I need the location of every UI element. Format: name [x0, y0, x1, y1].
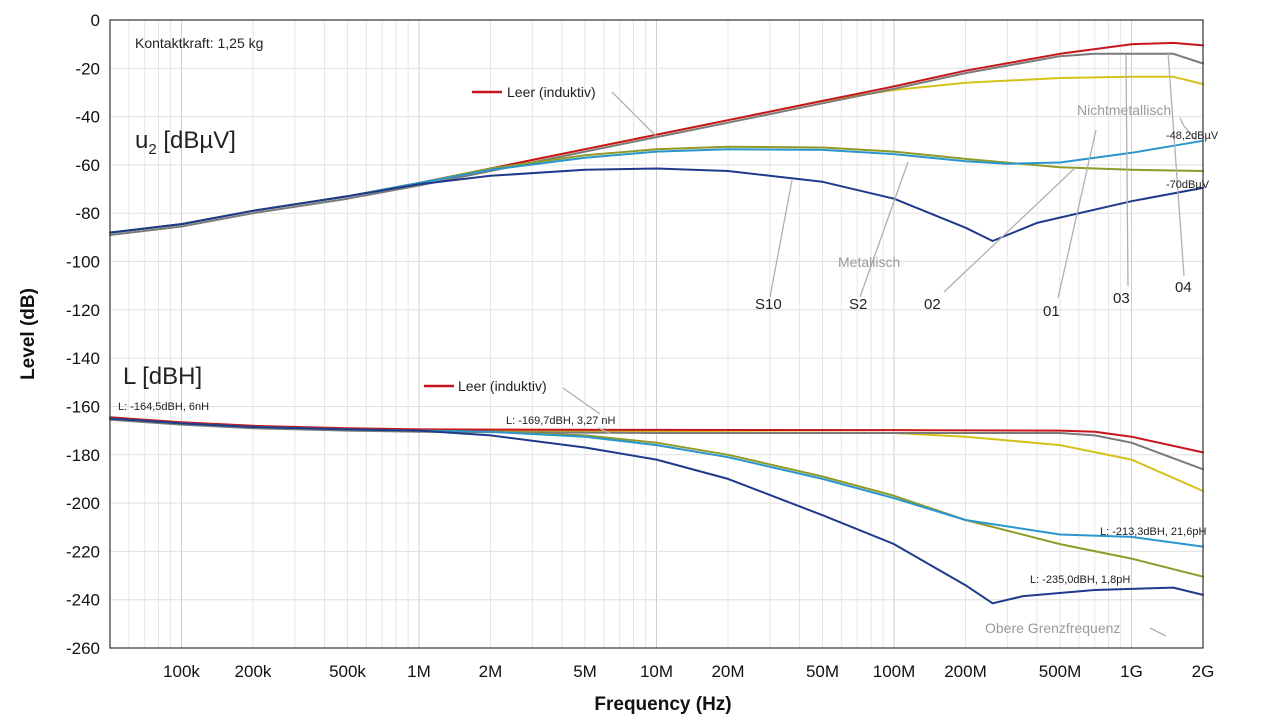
x-tick-label: 100k	[163, 662, 200, 681]
x-tick-label: 200k	[235, 662, 272, 681]
x-tick-label: 50M	[806, 662, 839, 681]
y-axis-title: Level (dB)	[18, 288, 39, 380]
label-02: 02	[924, 296, 941, 313]
u2-label: u2 [dBµV]	[135, 127, 236, 158]
s10-label: S10	[755, 296, 782, 313]
leader-03	[1125, 54, 1129, 287]
leader-obere	[1149, 627, 1167, 637]
series-group	[109, 41, 1204, 605]
x-tick-label: 10M	[640, 662, 673, 681]
y-tick-label: -180	[66, 446, 100, 465]
y-tick-label: -260	[66, 639, 100, 658]
leader-l-169	[597, 427, 611, 434]
y-tick-labels: 0 -20 -40 -60 -80 -100 -120 -140 -160 -180 -200 -22…	[66, 11, 100, 658]
leader-nichtmetallisch	[1179, 117, 1197, 141]
l-213-label: L: -213,3dBH, 21,6pH	[1100, 526, 1206, 538]
u2-unit: [dBµV]	[157, 127, 236, 154]
annotation-leaders	[562, 51, 1197, 637]
label-04: 04	[1175, 279, 1192, 296]
x-tick-label: 500k	[329, 662, 366, 681]
l-164-label: L: -164,5dBH, 6nH	[118, 401, 209, 413]
y-tick-label: -220	[66, 542, 100, 561]
s2-label: S2	[849, 296, 867, 313]
leer-l-label: Leer (induktiv)	[458, 378, 547, 394]
obere-grenzfrequenz-label: Obere Grenzfrequenz	[985, 620, 1120, 636]
leader-leer-u2	[611, 91, 657, 137]
y-tick-label: -20	[75, 59, 100, 78]
y-tick-label: -160	[66, 397, 100, 416]
y-tick-label: 0	[91, 11, 100, 30]
y-tick-label: -80	[75, 204, 100, 223]
l-235-label: L: -235,0dBH, 1,8pH	[1030, 574, 1130, 586]
leader-02	[943, 167, 1076, 293]
u2-subscript: 2	[148, 141, 156, 158]
y-tick-label: -240	[66, 591, 100, 610]
y-tick-label: -100	[66, 253, 100, 272]
value-70-label: -70dBµV	[1166, 179, 1210, 191]
x-axis-title: Frequency (Hz)	[594, 694, 731, 715]
x-tick-label: 2M	[479, 662, 503, 681]
l-169-label: L: -169,7dBH, 3,27 nH	[506, 415, 616, 427]
leader-leer-l	[562, 387, 601, 415]
kontaktkraft-label: Kontaktkraft: 1,25 kg	[135, 35, 263, 51]
series-line-u2-1	[109, 52, 1204, 236]
label-03: 03	[1113, 290, 1130, 307]
y-tick-label: -120	[66, 301, 100, 320]
plot-frame	[109, 19, 1204, 649]
label-01: 01	[1043, 303, 1060, 320]
x-tick-label: 2G	[1192, 662, 1215, 681]
value-48-label: -48,2dBµV	[1166, 130, 1219, 142]
leader-s2	[859, 161, 909, 298]
l-label: L [dBH]	[123, 363, 202, 390]
series-line-u2-5	[109, 167, 1204, 242]
series-line-l-7	[109, 418, 1204, 471]
leader-01	[1057, 129, 1097, 299]
x-tick-label: 1G	[1120, 662, 1143, 681]
leader-s10	[769, 179, 793, 298]
x-tick-label: 200M	[944, 662, 987, 681]
u2-symbol: u	[135, 127, 148, 154]
y-tick-label: -60	[75, 156, 100, 175]
metallisch-label: Metallisch	[838, 254, 900, 270]
x-tick-label: 20M	[711, 662, 744, 681]
series-line-l-11	[109, 417, 1204, 605]
leer-u2-label: Leer (induktiv)	[507, 84, 596, 100]
series-line-l-8	[109, 416, 1204, 454]
x-tick-label: 100M	[873, 662, 916, 681]
x-tick-labels: 100k 200k 500k 1M 2M 5M 10M 20M 50M 100M 200M 500M 1…	[163, 662, 1214, 681]
y-tick-label: -200	[66, 494, 100, 513]
x-tick-label: 5M	[573, 662, 597, 681]
nichtmetallisch-label: Nichtmetallisch	[1077, 102, 1171, 118]
x-tick-label: 1M	[407, 662, 431, 681]
y-tick-label: -40	[75, 108, 100, 127]
y-tick-label: -140	[66, 349, 100, 368]
x-tick-label: 500M	[1039, 662, 1082, 681]
leader-04	[1167, 51, 1185, 277]
